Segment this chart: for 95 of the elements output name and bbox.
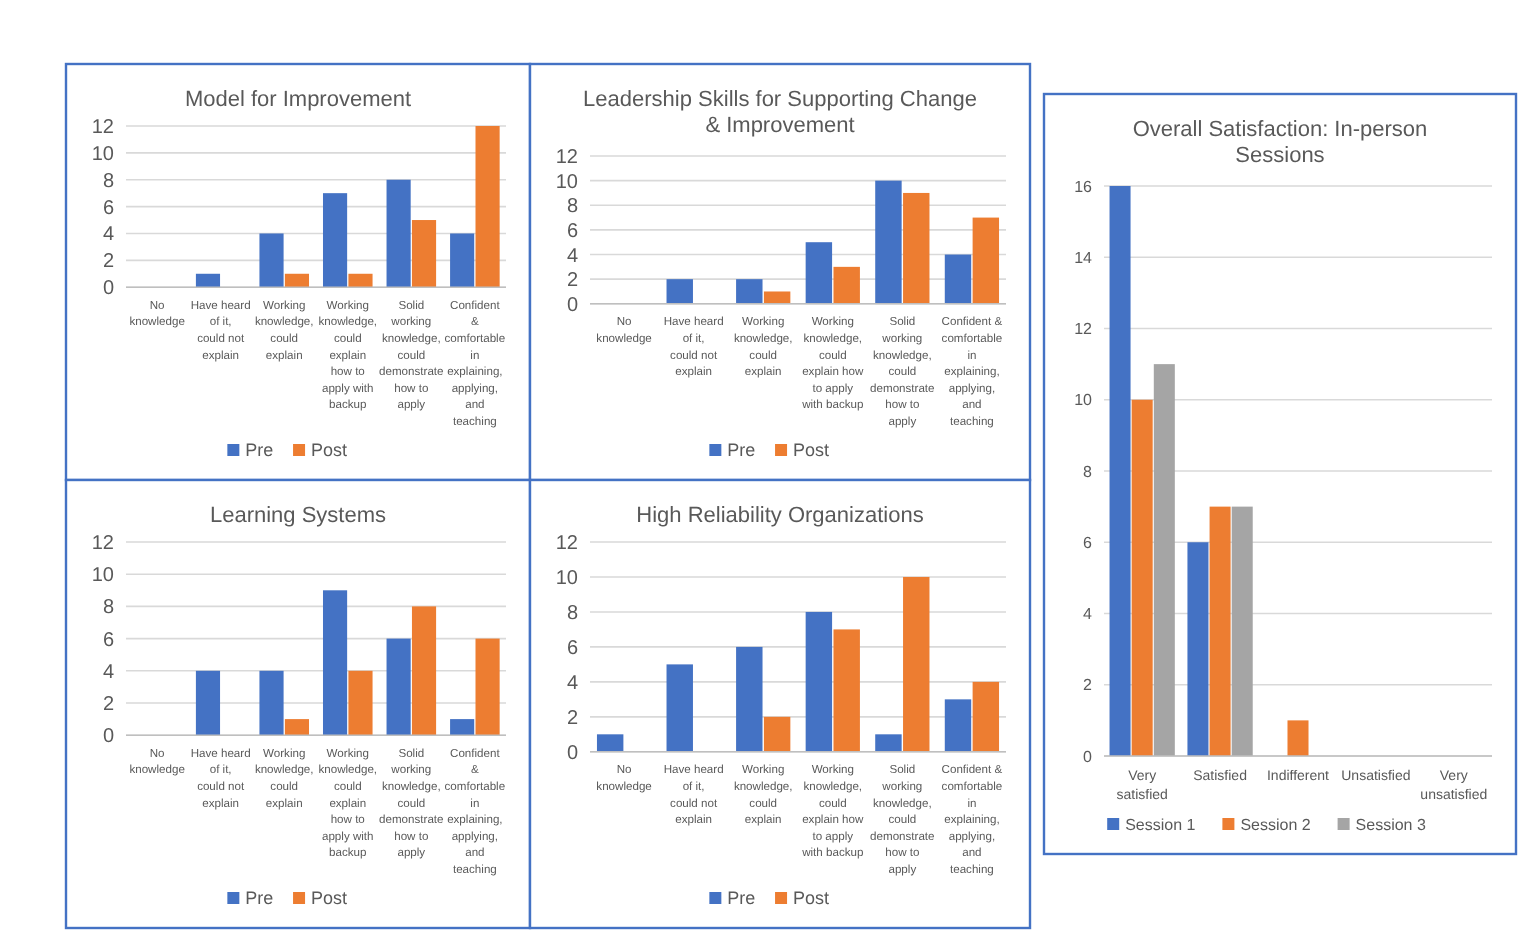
bar [386,179,411,288]
bar [348,670,373,736]
bar [1131,399,1153,756]
legend-label: Session 2 [1240,816,1312,834]
bar [1109,186,1131,756]
y-tick-label: 6 [102,197,115,220]
bar [386,638,411,736]
bar [875,180,902,304]
y-tick-label: 0 [102,726,115,749]
y-tick-label: 12 [91,117,115,139]
y-tick-label: 8 [566,602,579,625]
y-tick-label: 10 [91,143,115,166]
bar [805,611,833,752]
chart-title: Learning Systems [209,504,388,528]
y-tick-label: 12 [555,147,579,169]
bar [596,734,624,752]
legend-label: Pre [245,440,274,460]
y-tick-label: 2 [566,270,579,293]
y-tick-label: 0 [1083,747,1094,766]
chart-title: Overall Satisfaction: In-person Sessions [1132,118,1428,168]
y-tick-label: 10 [1074,391,1094,410]
y-tick-label: 8 [566,196,579,219]
y-tick-label: 12 [91,533,115,555]
bar [450,719,475,736]
bar [475,126,500,288]
bar [1187,542,1209,756]
legend-label: Session 3 [1355,816,1427,834]
bar [195,670,221,736]
bar [411,220,437,288]
bar [736,646,763,752]
y-tick-label: 4 [102,661,115,684]
bar [903,192,930,304]
legend-label: Post [311,440,349,460]
y-tick-label: 6 [566,220,579,243]
bar [450,233,475,288]
legend-label: Post [793,888,831,908]
y-tick-label: 0 [566,294,579,317]
y-tick-label: 12 [555,533,579,555]
bar [805,242,833,304]
y-tick-label: 4 [102,224,115,247]
bar [475,638,500,736]
chart-title: Leadership Skills for Supporting Change & Improvement [583,88,977,138]
bar [875,734,902,752]
bar [763,291,791,304]
legend-label: Post [793,440,831,460]
y-tick-label: 0 [566,742,579,765]
y-tick-label: 8 [102,597,115,620]
bar [666,664,693,752]
y-tick-label: 2 [566,707,579,730]
bar [736,279,763,304]
chart-title: Model for Improvement [184,88,412,112]
legend-label: Pre [727,888,756,908]
legend-label: Pre [727,440,756,460]
bar [833,266,860,304]
bar [833,629,860,752]
y-tick-label: 8 [102,170,115,193]
bar [972,681,1000,752]
bar [1287,720,1309,756]
legend-label: Pre [245,888,274,908]
y-tick-label: 12 [1074,320,1094,339]
bar [284,719,310,736]
bar [903,576,930,752]
y-tick-label: 8 [1083,462,1094,481]
bar [763,716,791,752]
y-tick-label: 2 [102,251,115,274]
y-tick-label: 6 [102,629,115,652]
y-tick-label: 10 [91,565,115,588]
bar [322,193,348,288]
bar [259,233,284,288]
bar [972,217,1000,304]
y-tick-label: 16 [1074,177,1094,196]
y-tick-label: 4 [566,672,579,695]
bar [666,279,693,304]
y-tick-label: 6 [1083,533,1094,552]
bar [259,670,284,736]
y-tick-label: 2 [1083,676,1094,695]
y-tick-label: 4 [566,245,579,268]
legend-label: Session 1 [1125,816,1197,834]
bar [1209,506,1231,756]
y-tick-label: 4 [1083,605,1094,624]
y-tick-label: 0 [102,278,115,301]
chart-title: High Reliability Organizations [636,504,925,528]
bar [944,254,972,304]
legend-label: Post [311,888,349,908]
bar [1153,364,1175,756]
bar [348,273,373,288]
bar [411,606,437,736]
bar [322,590,348,736]
bar [944,699,972,752]
y-tick-label: 14 [1074,248,1094,267]
bar [1231,506,1253,756]
y-tick-label: 6 [566,637,579,660]
y-tick-label: 10 [555,171,579,194]
y-tick-label: 10 [555,567,579,590]
y-tick-label: 2 [102,694,115,716]
